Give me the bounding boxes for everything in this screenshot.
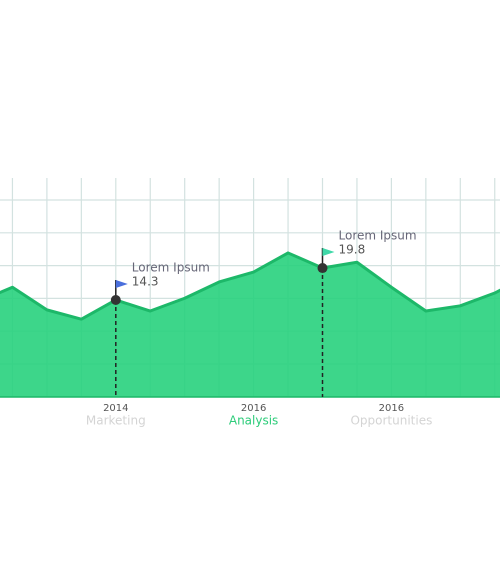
area [0,252,500,397]
flag [322,248,335,257]
marker-title: Lorem Ipsum [132,260,210,274]
x-tick-label: 2014 [103,403,128,414]
marker-title: Lorem Ipsum [339,229,417,243]
point [110,294,121,305]
x-subtitle: Opportunities [350,414,432,428]
area-line [0,251,500,321]
point [317,263,328,274]
value-label: 14.3 [132,274,159,288]
flag [115,279,128,288]
x-subtitle: Marketing [86,414,146,428]
x-tick-label: 2016 [241,403,266,414]
x-subtitle: Analysis [229,414,278,428]
value-label: 19.8 [339,243,366,257]
x-tick-label: 2016 [379,403,404,414]
